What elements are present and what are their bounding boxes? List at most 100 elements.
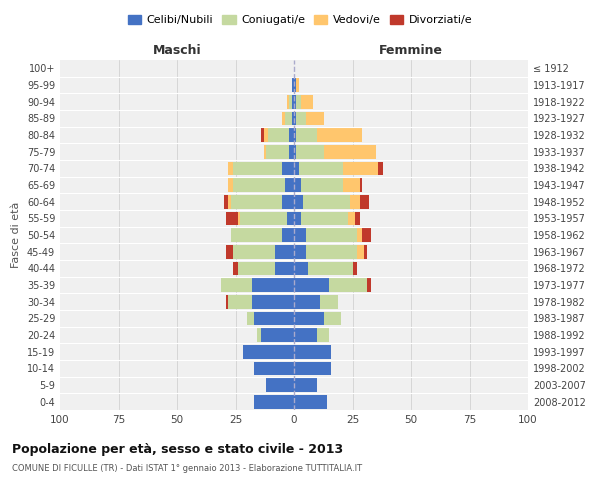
Bar bbox=[229, 162, 233, 175]
Legend: Celibi/Nubili, Coniugati/e, Vedovi/e, Divorziati/e: Celibi/Nubili, Coniugati/e, Vedovi/e, Di… bbox=[124, 10, 476, 30]
Bar bbox=[294, 362, 331, 375]
Bar bbox=[325, 145, 376, 158]
Bar bbox=[296, 145, 325, 158]
Bar bbox=[294, 112, 296, 125]
Bar bbox=[362, 228, 371, 242]
Y-axis label: Fasce di età: Fasce di età bbox=[11, 202, 21, 268]
Bar bbox=[252, 295, 294, 308]
Bar bbox=[306, 112, 325, 125]
Text: Femmine: Femmine bbox=[379, 44, 443, 57]
Bar bbox=[378, 162, 383, 175]
Bar bbox=[296, 78, 299, 92]
Bar bbox=[301, 178, 343, 192]
Bar bbox=[275, 245, 294, 258]
Bar bbox=[296, 95, 301, 108]
Bar bbox=[287, 95, 289, 108]
Bar bbox=[242, 345, 294, 358]
Bar bbox=[294, 145, 296, 158]
Bar bbox=[266, 145, 289, 158]
Bar bbox=[254, 395, 294, 408]
Bar bbox=[224, 195, 229, 208]
Bar bbox=[308, 262, 353, 275]
Bar bbox=[294, 328, 317, 342]
Bar bbox=[357, 245, 364, 258]
Bar bbox=[233, 245, 275, 258]
Bar bbox=[252, 278, 294, 292]
Bar bbox=[289, 95, 292, 108]
Bar bbox=[257, 328, 261, 342]
Bar bbox=[299, 162, 343, 175]
Bar bbox=[294, 178, 301, 192]
Bar bbox=[304, 195, 350, 208]
Bar bbox=[233, 162, 283, 175]
Bar bbox=[294, 278, 329, 292]
Bar bbox=[296, 128, 317, 142]
Bar bbox=[226, 212, 238, 225]
Bar bbox=[283, 162, 294, 175]
Bar bbox=[296, 112, 306, 125]
Bar bbox=[240, 212, 287, 225]
Bar bbox=[317, 328, 329, 342]
Bar bbox=[229, 295, 252, 308]
Bar bbox=[283, 228, 294, 242]
Bar bbox=[229, 178, 233, 192]
Bar bbox=[294, 128, 296, 142]
Bar bbox=[301, 212, 348, 225]
Bar bbox=[233, 262, 238, 275]
Bar bbox=[294, 262, 308, 275]
Bar bbox=[294, 378, 317, 392]
Bar bbox=[254, 312, 294, 325]
Bar bbox=[261, 128, 263, 142]
Bar bbox=[359, 178, 362, 192]
Bar bbox=[294, 228, 306, 242]
Bar bbox=[238, 212, 240, 225]
Bar bbox=[263, 128, 268, 142]
Bar bbox=[320, 295, 338, 308]
Bar bbox=[226, 245, 233, 258]
Bar bbox=[289, 145, 294, 158]
Bar bbox=[348, 212, 355, 225]
Bar bbox=[292, 112, 294, 125]
Bar bbox=[229, 195, 231, 208]
Bar bbox=[343, 178, 359, 192]
Bar bbox=[266, 378, 294, 392]
Bar bbox=[294, 312, 325, 325]
Bar bbox=[294, 78, 296, 92]
Bar bbox=[329, 278, 367, 292]
Bar bbox=[268, 128, 289, 142]
Text: COMUNE DI FICULLE (TR) - Dati ISTAT 1° gennaio 2013 - Elaborazione TUTTITALIA.IT: COMUNE DI FICULLE (TR) - Dati ISTAT 1° g… bbox=[12, 464, 362, 473]
Bar bbox=[367, 278, 371, 292]
Bar bbox=[292, 78, 294, 92]
Bar bbox=[301, 95, 313, 108]
Bar bbox=[350, 195, 359, 208]
Bar bbox=[294, 95, 296, 108]
Bar bbox=[226, 295, 229, 308]
Bar bbox=[233, 178, 284, 192]
Bar bbox=[294, 345, 331, 358]
Bar bbox=[238, 262, 275, 275]
Bar bbox=[359, 195, 369, 208]
Bar bbox=[364, 245, 367, 258]
Bar bbox=[294, 245, 306, 258]
Bar bbox=[275, 262, 294, 275]
Bar bbox=[284, 178, 294, 192]
Bar bbox=[306, 228, 357, 242]
Bar bbox=[294, 195, 304, 208]
Text: Popolazione per età, sesso e stato civile - 2013: Popolazione per età, sesso e stato civil… bbox=[12, 442, 343, 456]
Bar bbox=[294, 295, 320, 308]
Bar bbox=[284, 112, 292, 125]
Bar bbox=[294, 212, 301, 225]
Bar bbox=[231, 228, 283, 242]
Bar bbox=[263, 145, 266, 158]
Bar bbox=[287, 212, 294, 225]
Bar bbox=[292, 95, 294, 108]
Bar bbox=[355, 212, 359, 225]
Bar bbox=[353, 262, 357, 275]
Bar bbox=[325, 312, 341, 325]
Bar bbox=[283, 112, 284, 125]
Bar bbox=[261, 328, 294, 342]
Bar bbox=[294, 395, 327, 408]
Bar bbox=[221, 278, 252, 292]
Bar bbox=[306, 245, 357, 258]
Text: Maschi: Maschi bbox=[152, 44, 202, 57]
